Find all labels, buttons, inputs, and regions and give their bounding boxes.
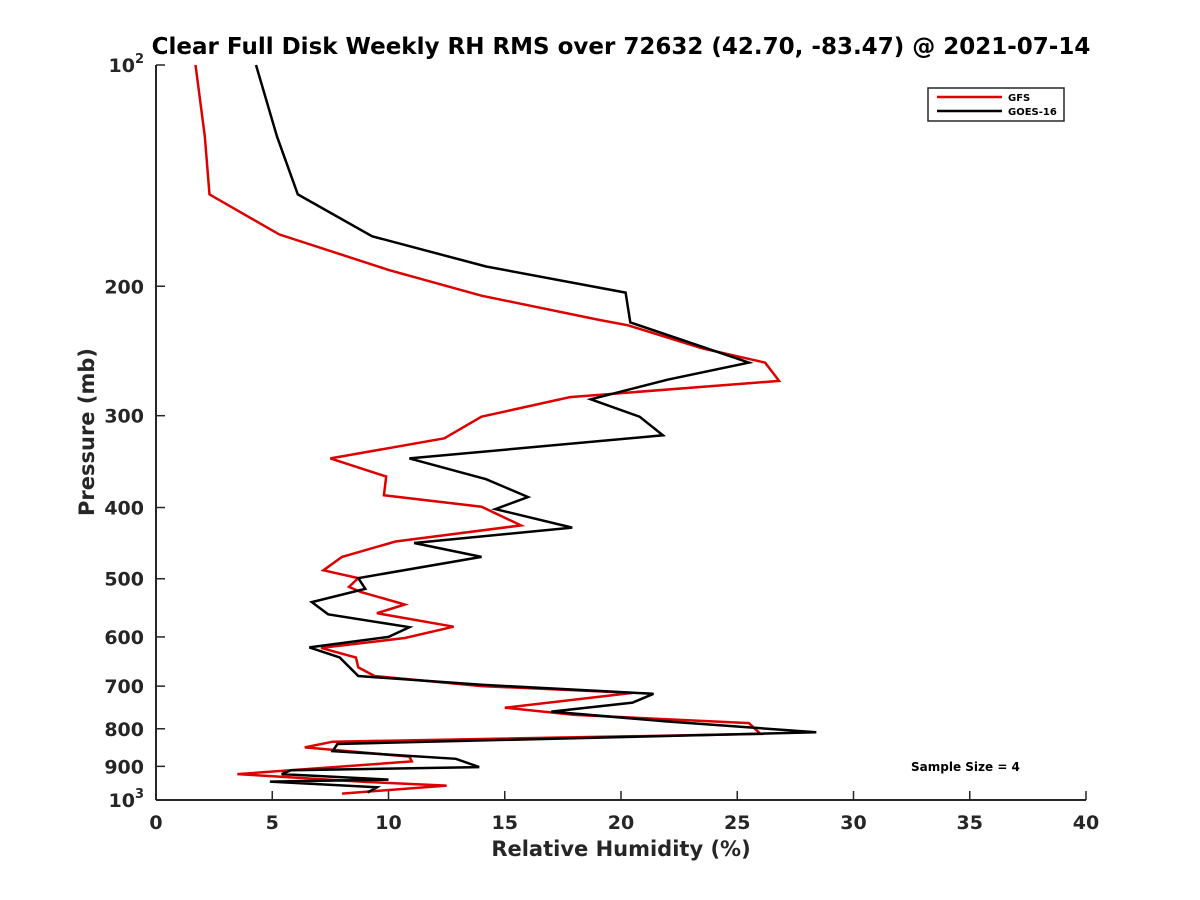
sample-size-annotation: Sample Size = 4 [911,760,1020,774]
y-tick-label: 900 [104,756,144,778]
x-axis-ticks: 0 5 10 15 20 25 30 35 40 [149,791,1099,834]
y-tick-label: 700 [104,676,144,698]
y-tick-label: 300 [104,406,144,428]
y-tick-label: 102 [109,52,145,77]
x-tick-label: 40 [1073,812,1099,834]
x-tick-label: 30 [840,812,866,834]
plot-area: 0 5 10 15 20 25 30 35 40 102 200 300 400 500 600 700 80… [104,52,1099,834]
y-tick-label: 500 [104,569,144,591]
series-line-goes16 [254,64,817,794]
legend-label-gfs: GFS [1008,93,1030,104]
x-tick-label: 25 [724,812,750,834]
y-tick-label: 200 [104,276,144,298]
legend: GFS GOES-16 [927,87,1065,122]
x-tick-label: 20 [608,812,634,834]
x-tick-label: 5 [266,812,279,834]
y-tick-label: 400 [104,498,144,520]
x-tick-label: 10 [375,812,401,834]
legend-box [927,87,1065,122]
legend-label-goes16: GOES-16 [1008,107,1057,118]
series-layer [194,64,817,795]
x-axis-label: Relative Humidity (%) [491,837,750,861]
chart-title: Clear Full Disk Weekly RH RMS over 72632… [152,34,1091,60]
y-tick-label: 600 [104,627,144,649]
y-axis-ticks: 102 200 300 400 500 600 700 800 900 103 [104,52,165,812]
y-tick-label: 103 [109,787,145,812]
x-tick-label: 15 [492,812,518,834]
y-axis-label: Pressure (mb) [75,348,99,516]
x-tick-label: 35 [957,812,983,834]
x-tick-label: 0 [149,812,162,834]
y-tick-label: 800 [104,719,144,741]
